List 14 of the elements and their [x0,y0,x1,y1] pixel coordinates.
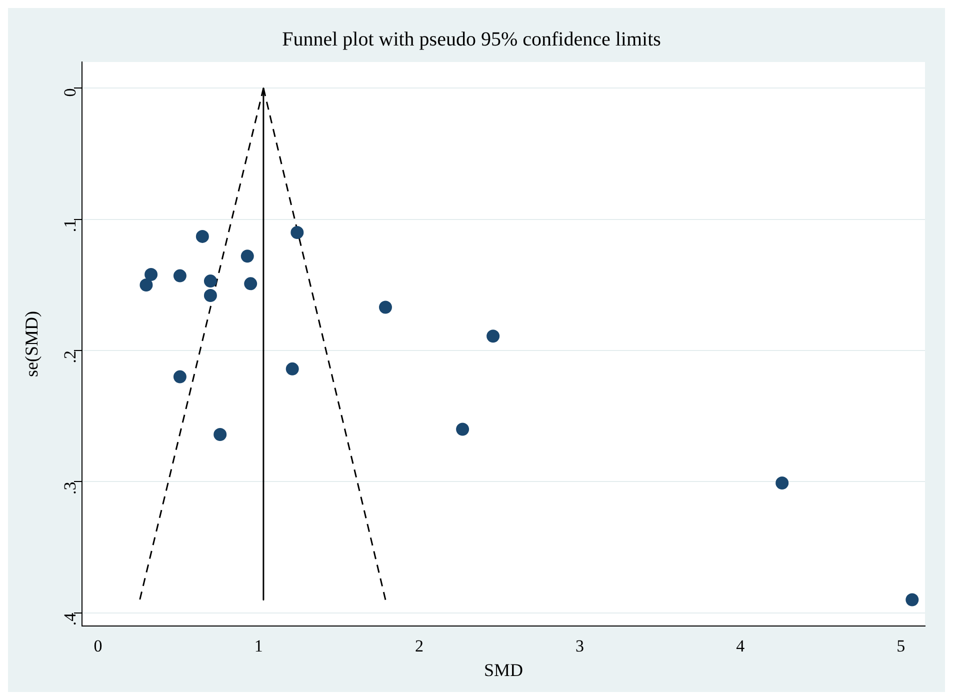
x-tick-label: 4 [736,636,746,656]
y-tick-label: .1 [60,219,80,232]
x-tick-label: 3 [576,636,584,656]
y-tick-label: .3 [60,482,80,494]
y-tick-label: 0 [60,88,80,97]
chart-title: Funnel plot with pseudo 95% confidence limits [282,28,662,50]
x-axis-title: SMD [484,660,524,680]
x-tick-label: 1 [254,636,263,656]
x-tick-label: 0 [94,636,102,656]
y-tick-label: .4 [60,612,80,626]
x-tick-label: 5 [896,636,906,656]
y-tick-label: .2 [60,350,80,364]
x-tick-label: 2 [414,636,424,656]
y-axis-title: se(SMD) [22,310,42,377]
